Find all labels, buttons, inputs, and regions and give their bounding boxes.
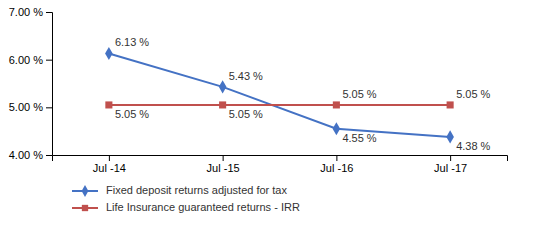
legend-label: Fixed deposit returns adjusted for tax [106,184,287,196]
plot: 4.00 %5.00 %6.00 %7.00 %Jul -14Jul -15Ju… [9,6,508,174]
tick-mark [46,12,52,13]
tick-label: 7.00 % [9,6,43,18]
tick-label: Jul -17 [434,162,467,174]
marker [105,47,113,60]
line [109,104,450,106]
tick-label: Jul -16 [320,162,353,174]
data-label: 4.38 % [456,140,490,152]
data-label: 5.05 % [456,88,490,100]
data-label: 5.05 % [229,108,263,120]
data-label: 5.05 % [342,88,376,100]
tick-mark [46,60,52,61]
data-label: 5.05 % [115,108,149,120]
axis-line [46,13,53,156]
marker [446,130,454,143]
tick-mark [46,155,52,156]
tick-label: Jul -15 [207,162,240,174]
tick-label: 5.00 % [9,101,43,113]
tick-label: 6.00 % [9,54,43,66]
legend-item: Life Insurance guaranteed returns - IRR [72,201,300,213]
tick: Jul -14 [93,155,126,174]
data-labels: 6.13 % 5.43 % 4.55 % 4.38 % 5.05 % 5.05 % 5.05… [115,36,491,151]
tick: 4.00 % [9,149,52,161]
marker [219,80,227,93]
data-label: 4.55 % [342,132,376,144]
chart: 4.00 %5.00 %6.00 %7.00 %Jul -14Jul -15Ju… [0,0,555,225]
tick-mark [109,155,110,161]
axis-line [53,156,508,162]
marker [219,101,226,108]
tick-mark [450,155,451,161]
marker [105,101,112,108]
marker [333,122,341,135]
tick: 5.00 % [9,101,52,113]
tick: Jul -17 [434,155,467,174]
tick: 6.00 % [9,54,52,66]
tick-label: 4.00 % [9,149,43,161]
tick: Jul -16 [320,155,353,174]
marks [105,47,454,144]
y-axis: 4.00 % 5.00 % 6.00 % 7.00 % [9,6,53,161]
series [105,47,454,144]
line [109,53,450,136]
tick-mark [46,107,52,108]
marker [333,101,340,108]
legend-label: Life Insurance guaranteed returns - IRR [106,201,300,213]
data-label: 6.13 % [115,36,149,48]
data-label: 5.43 % [229,70,263,82]
x-axis: Jul -14 Jul -15 Jul -16 Jul -17 [53,155,508,174]
tick-mark [223,155,224,161]
legend-item: Fixed deposit returns adjusted for tax [72,184,287,197]
legend-marker [82,185,89,197]
series [105,101,453,108]
legend: Fixed deposit returns adjusted for tax Li… [72,184,300,213]
legend-marker [82,205,88,211]
marker [447,101,454,108]
tick: Jul -15 [207,155,240,174]
tick-mark [336,155,337,161]
tick: 7.00 % [9,6,52,18]
tick-label: Jul -14 [93,162,126,174]
